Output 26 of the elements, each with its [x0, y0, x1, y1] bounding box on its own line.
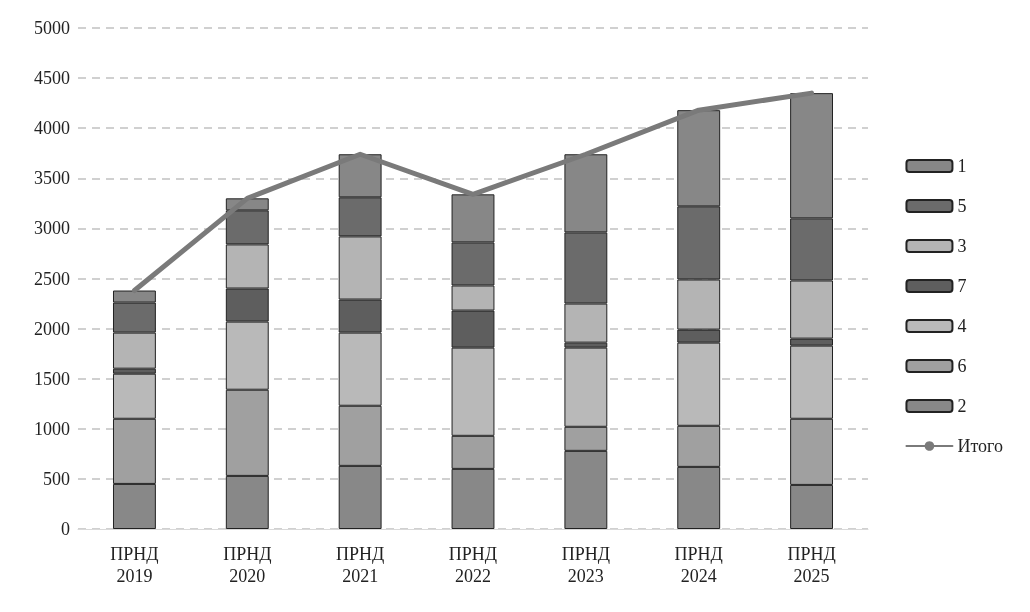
legend-label: 7 — [957, 276, 967, 296]
y-tick-label: 4500 — [34, 68, 70, 89]
legend-label: 1 — [957, 156, 967, 176]
legend-label: 5 — [957, 196, 967, 216]
y-tick-label: 2500 — [34, 268, 70, 289]
x-tick-label: ПРНД 2019 — [110, 544, 159, 586]
legend-label: 3 — [957, 236, 967, 256]
x-tick-label: ПРНД 2023 — [561, 544, 611, 586]
legend-label: 4 — [957, 316, 967, 336]
y-tick-label: 5000 — [34, 18, 70, 38]
y-tick-label: 3000 — [34, 218, 70, 239]
x-tick-label: ПРНД 2024 — [674, 544, 723, 586]
y-tick-label: 3500 — [34, 168, 70, 189]
y-tick-label: 2000 — [34, 318, 70, 339]
x-tick-label: ПРНД 2021 — [335, 544, 385, 586]
y-tick-label: 500 — [43, 468, 70, 489]
y-tick-label: 0 — [61, 519, 70, 539]
legend-label: 6 — [957, 356, 967, 376]
y-tick-label: 1500 — [34, 368, 70, 389]
x-tick-label: ПРНД 2025 — [787, 544, 836, 586]
legend-label: Итого — [957, 436, 1003, 456]
y-tick-label: 1000 — [34, 418, 70, 439]
x-tick-label: ПРНД 2020 — [223, 544, 272, 586]
x-tick-label: ПРНД 2022 — [448, 544, 498, 586]
legend-label: 2 — [957, 396, 967, 416]
y-tick-label: 4000 — [34, 118, 70, 139]
